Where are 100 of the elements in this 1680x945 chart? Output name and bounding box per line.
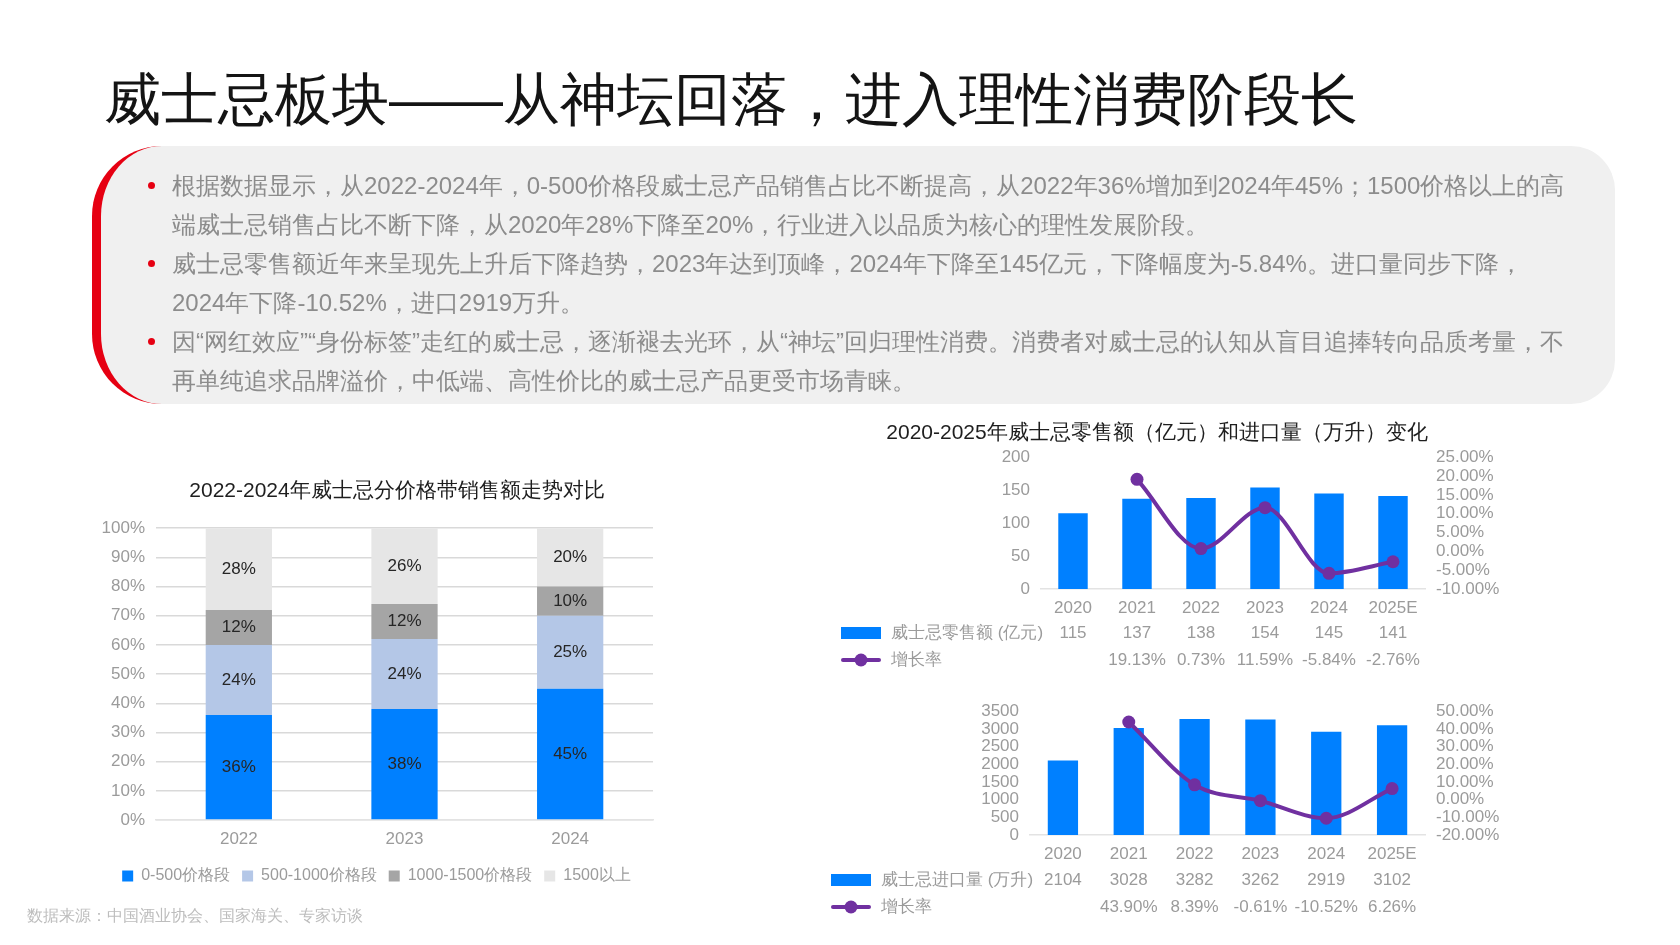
bar (371, 639, 438, 710)
y2-tick-label: 50.00% (1436, 700, 1494, 720)
y-tick-label: 1000 (981, 789, 1019, 809)
y-tick-label: 3500 (981, 700, 1019, 720)
data-label: 3028 (1109, 869, 1148, 889)
bar (537, 528, 604, 587)
data-label: 28% (221, 558, 256, 578)
y2-tick-label: 10.00% (1436, 503, 1494, 523)
source-note: 数据来源：中国酒业协会、国家海关、专家访谈 (27, 906, 363, 926)
y-tick-label: 150 (1001, 479, 1030, 499)
bar (371, 709, 438, 820)
x-tick-label: 2023 (385, 828, 424, 848)
data-label: 3102 (1373, 869, 1411, 889)
y2-tick-label: 0.00% (1436, 789, 1485, 809)
text: 根据数据显示，从2022-2024年，0-500价格段威士忌产品销售占比不断提高，从2022年36%增加到2024年45%；1500价格以上的高端威士忌销售占比不断下降，从2020年28%下降至20%，行业进入以品质为核心的理性发展阶段。 (172, 172, 1565, 238)
y2-tick-label: 40.00% (1436, 718, 1494, 738)
point (1253, 794, 1267, 808)
y-tick-label: 20% (110, 751, 145, 771)
data-label: 6.26% (1367, 896, 1417, 916)
data-label: 10% (553, 590, 588, 610)
bar (1250, 487, 1280, 589)
y2-tick-label: 0.00% (1436, 541, 1485, 561)
data-label: 25% (553, 641, 588, 661)
y-tick-label: 0 (1020, 578, 1030, 598)
data-label: -2.76% (1366, 649, 1420, 669)
bar (205, 528, 272, 610)
point (1385, 782, 1399, 796)
x-tick-label: 2024 (1307, 843, 1346, 863)
data-label: -5.84% (1302, 649, 1356, 669)
y-tick-label: 90% (110, 547, 145, 567)
y-tick-label: 60% (110, 634, 145, 654)
x-tick-label: 2021 (1118, 597, 1156, 617)
y-tick-label: 80% (110, 576, 145, 596)
x-tick-label: 2024 (1310, 597, 1348, 617)
y-tick-label: 100 (1001, 512, 1030, 532)
point (1194, 542, 1208, 556)
y2-tick-label: -10.00% (1436, 578, 1500, 598)
x-tick-label: 2025E (1368, 597, 1418, 617)
bar (1122, 498, 1152, 589)
y-tick-label: 0 (1009, 824, 1019, 844)
y-tick-label: 50% (110, 663, 145, 683)
point (1322, 566, 1336, 580)
data-label: 45% (553, 743, 588, 763)
x-tick-label: 2020 (1044, 843, 1082, 863)
point (1188, 778, 1202, 792)
data-label: 115 (1059, 622, 1087, 642)
chart-title: 2022-2024年威士忌分价格带销售额走势对比 (188, 477, 606, 503)
y-tick-label: 0% (120, 809, 145, 829)
legend-label: 增长率 (890, 649, 942, 669)
y-tick-label: 100% (101, 517, 145, 537)
legend-label: 威士忌进口量 (万升) (881, 869, 1034, 889)
x-tick-label: 2022 (219, 828, 258, 848)
data-label: 3282 (1175, 869, 1214, 889)
bar (205, 609, 272, 645)
data-label: -0.61% (1233, 896, 1288, 916)
data-label: 3262 (1241, 869, 1280, 889)
data-label: 20% (553, 547, 588, 567)
bar (1311, 731, 1342, 835)
y2-tick-label: 30.00% (1436, 736, 1494, 756)
y-tick-label: 50 (1011, 545, 1030, 565)
point (1319, 811, 1333, 825)
data-label: 141 (1378, 622, 1408, 642)
chart-title: 2020-2025年威士忌零售额（亿元）和进口量（万升）变化 (885, 419, 1429, 445)
data-label: 2104 (1044, 869, 1082, 889)
text: 威士忌板块——从神坛回落，进入理性消费阶段长 (104, 66, 1358, 133)
bar (1058, 513, 1088, 589)
y-tick-label: 70% (110, 605, 145, 625)
x-tick-label: 2025E (1367, 843, 1417, 863)
point (1130, 472, 1144, 486)
y2-tick-label: -20.00% (1436, 824, 1500, 844)
text: 威士忌零售额近年来呈现先上升后下降趋势，2023年达到顶峰，2024年下降至145亿元，下降幅度为-5.84%。进口量同步下降，2024年下降-10.52%，进口2919万升。 (172, 250, 1523, 316)
data-label: 24% (387, 663, 422, 683)
data-label: 12% (221, 617, 256, 637)
point (1122, 715, 1136, 729)
data-label: -10.52% (1294, 896, 1358, 916)
y-tick-label: 30% (110, 722, 145, 742)
x-tick-label: 2022 (1182, 597, 1220, 617)
legend-label: 0-500价格段 (141, 866, 231, 884)
data-label: 137 (1122, 622, 1152, 642)
y2-tick-label: 20.00% (1436, 753, 1494, 773)
bar (1186, 498, 1216, 589)
y2-tick-label: 20.00% (1436, 465, 1494, 485)
data-label: 24% (221, 669, 256, 689)
y-tick-label: 200 (1001, 446, 1030, 466)
data-label: 12% (387, 611, 422, 631)
y-tick-label: 1500 (981, 771, 1019, 791)
text: 因“网红效应”“身份标签”走红的威士忌，逐渐褪去光环，从“神坛”回归理性消费。消费者对威士忌的认知从盲目追捧转向品质考量，不再单纯追求品牌溢价，中低端、高性价比的威士忌产品更受市场青睐。 (172, 328, 1564, 394)
y2-tick-label: 10.00% (1436, 771, 1494, 791)
bar (205, 714, 272, 820)
data-label: 11.59% (1236, 649, 1294, 669)
y2-tick-label: -5.00% (1436, 559, 1490, 579)
y-tick-label: 500 (990, 807, 1019, 826)
y-tick-label: 2500 (981, 736, 1019, 756)
data-label: 26% (387, 555, 422, 575)
y-tick-label: 2000 (981, 753, 1019, 773)
bar (1113, 727, 1144, 835)
x-tick-label: 2020 (1054, 597, 1092, 617)
bar (1314, 493, 1344, 589)
bar (1245, 719, 1276, 835)
x-tick-label: 2021 (1109, 843, 1148, 863)
